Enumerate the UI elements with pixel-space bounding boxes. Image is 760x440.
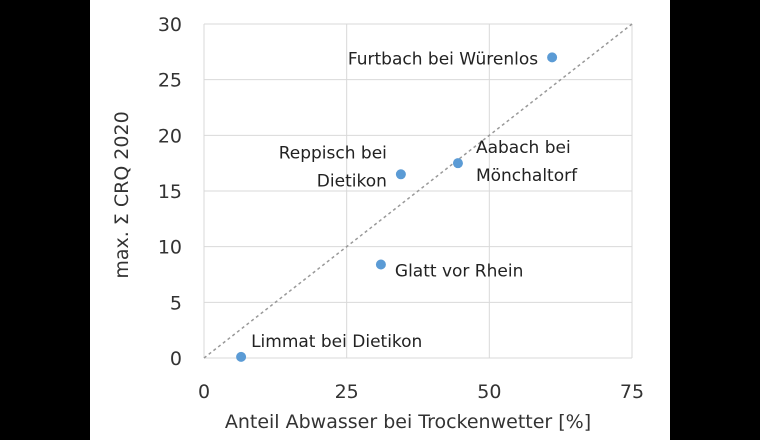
point-label: Mönchaltorf xyxy=(476,166,578,186)
x-axis-label: Anteil Abwasser bei Trockenwetter [%] xyxy=(225,411,591,433)
point-label: Furtbach bei Würenlos xyxy=(348,49,538,69)
tick-labels: 0 25 50 75 0 5 10 15 20 25 30 xyxy=(158,14,644,403)
x-tick-label: 75 xyxy=(620,381,644,403)
reference-line xyxy=(203,23,633,359)
y-tick-label: 15 xyxy=(158,181,182,203)
data-point xyxy=(547,52,558,63)
x-tick-label: 50 xyxy=(477,381,501,403)
point-label: Limmat bei Dietikon xyxy=(251,332,422,352)
scatter-chart: 0 25 50 75 0 5 10 15 20 25 30 Limmat bei Dietikon G… xyxy=(111,14,644,433)
y-tick-label: 0 xyxy=(170,348,182,370)
point-label: Reppisch bei xyxy=(279,143,387,163)
y-tick-label: 20 xyxy=(158,125,182,147)
y-axis-label: max. Σ CRQ 2020 xyxy=(111,111,133,278)
point-label: Dietikon xyxy=(317,171,387,191)
data-points xyxy=(236,52,558,362)
chart-panel: 0 25 50 75 0 5 10 15 20 25 30 Limmat bei Dietikon G… xyxy=(90,0,670,440)
data-point xyxy=(395,169,406,180)
data-point xyxy=(452,158,463,169)
y-tick-label: 5 xyxy=(170,292,182,314)
point-label: Aabach bei xyxy=(476,138,571,158)
x-tick-label: 25 xyxy=(335,381,359,403)
data-point xyxy=(236,351,247,362)
diagonal-reference-line xyxy=(203,23,633,359)
x-tick-label: 0 xyxy=(198,381,210,403)
point-labels: Limmat bei Dietikon Glatt vor Rhein Reppis… xyxy=(251,49,578,351)
y-tick-label: 10 xyxy=(158,237,182,259)
y-tick-label: 25 xyxy=(158,70,182,92)
data-point xyxy=(375,259,386,270)
y-tick-label: 30 xyxy=(158,14,182,36)
point-label: Glatt vor Rhein xyxy=(395,261,523,281)
